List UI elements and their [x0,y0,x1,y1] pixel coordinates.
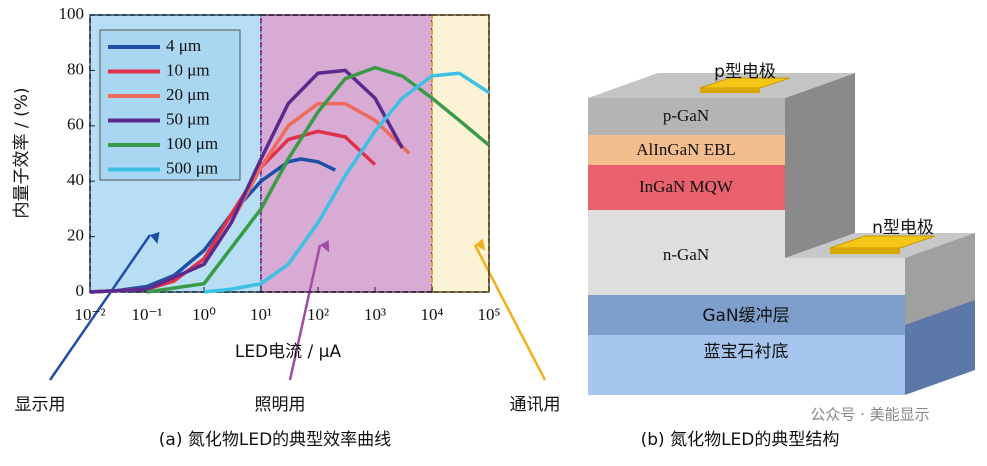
y-tick-label: 20 [67,226,84,245]
region-label: 显示用 [15,395,66,415]
legend-label: 4 μm [166,36,201,55]
layer-label: AlInGaN EBL [636,140,736,159]
layer-label: p-GaN [663,106,709,125]
annotation-arrow [48,234,152,381]
arrow-head [320,240,330,253]
x-tick-label: 10⁰ [192,305,216,324]
x-tick-label: 10² [307,305,329,324]
legend-label: 50 μm [166,109,210,128]
region [431,14,490,293]
annotation-arrow [288,244,322,381]
arrow-head [475,238,486,251]
x-tick-label: 10⁻² [74,305,105,324]
y-tick-label: 40 [67,170,84,189]
region-label: 照明用 [255,395,306,415]
caption: (a) 氮化物LED的典型效率曲线 [159,430,391,450]
region-label: 通讯用 [510,395,561,415]
layer-label: n-GaN [663,245,709,264]
legend-box [99,29,241,181]
layer-label: GaN缓冲层 [702,306,789,326]
led-structure [588,73,975,395]
y-axis-label: 内量子效率 / (%) [12,88,32,219]
arrow-head [150,232,160,245]
y-tick-label: 100 [59,4,85,23]
x-tick-label: 10⁵ [478,305,501,324]
series-line [146,65,491,294]
legend-label: 10 μm [166,60,210,79]
legend-label: 500 μm [166,158,218,177]
caption: (b) 氮化物LED的典型结构 [641,430,840,450]
watermark: 公众号 · 美能显示 [810,406,929,424]
legend-label: 20 μm [166,85,210,104]
n-electrode-label: n型电极 [872,218,934,238]
x-axis-label: LED电流 / μA [235,342,342,362]
x-tick-label: 10¹ [250,305,272,324]
series-line [203,71,490,294]
plot-frame [89,14,490,293]
layer-label: InGaN MQW [639,177,734,196]
x-tick-label: 10⁴ [421,305,444,324]
y-tick-label: 80 [67,59,84,78]
region [260,14,433,293]
layer-label: 蓝宝石衬底 [704,342,789,362]
p-electrode-label: p型电极 [714,62,776,82]
y-tick-label: 60 [67,115,84,134]
legend-label: 100 μm [166,134,218,153]
y-tick-label: 0 [76,281,85,300]
x-tick-label: 10⁻¹ [131,305,162,324]
series-line [89,68,404,294]
x-tick-label: 10³ [364,305,386,324]
annotation-arrow [473,244,547,381]
